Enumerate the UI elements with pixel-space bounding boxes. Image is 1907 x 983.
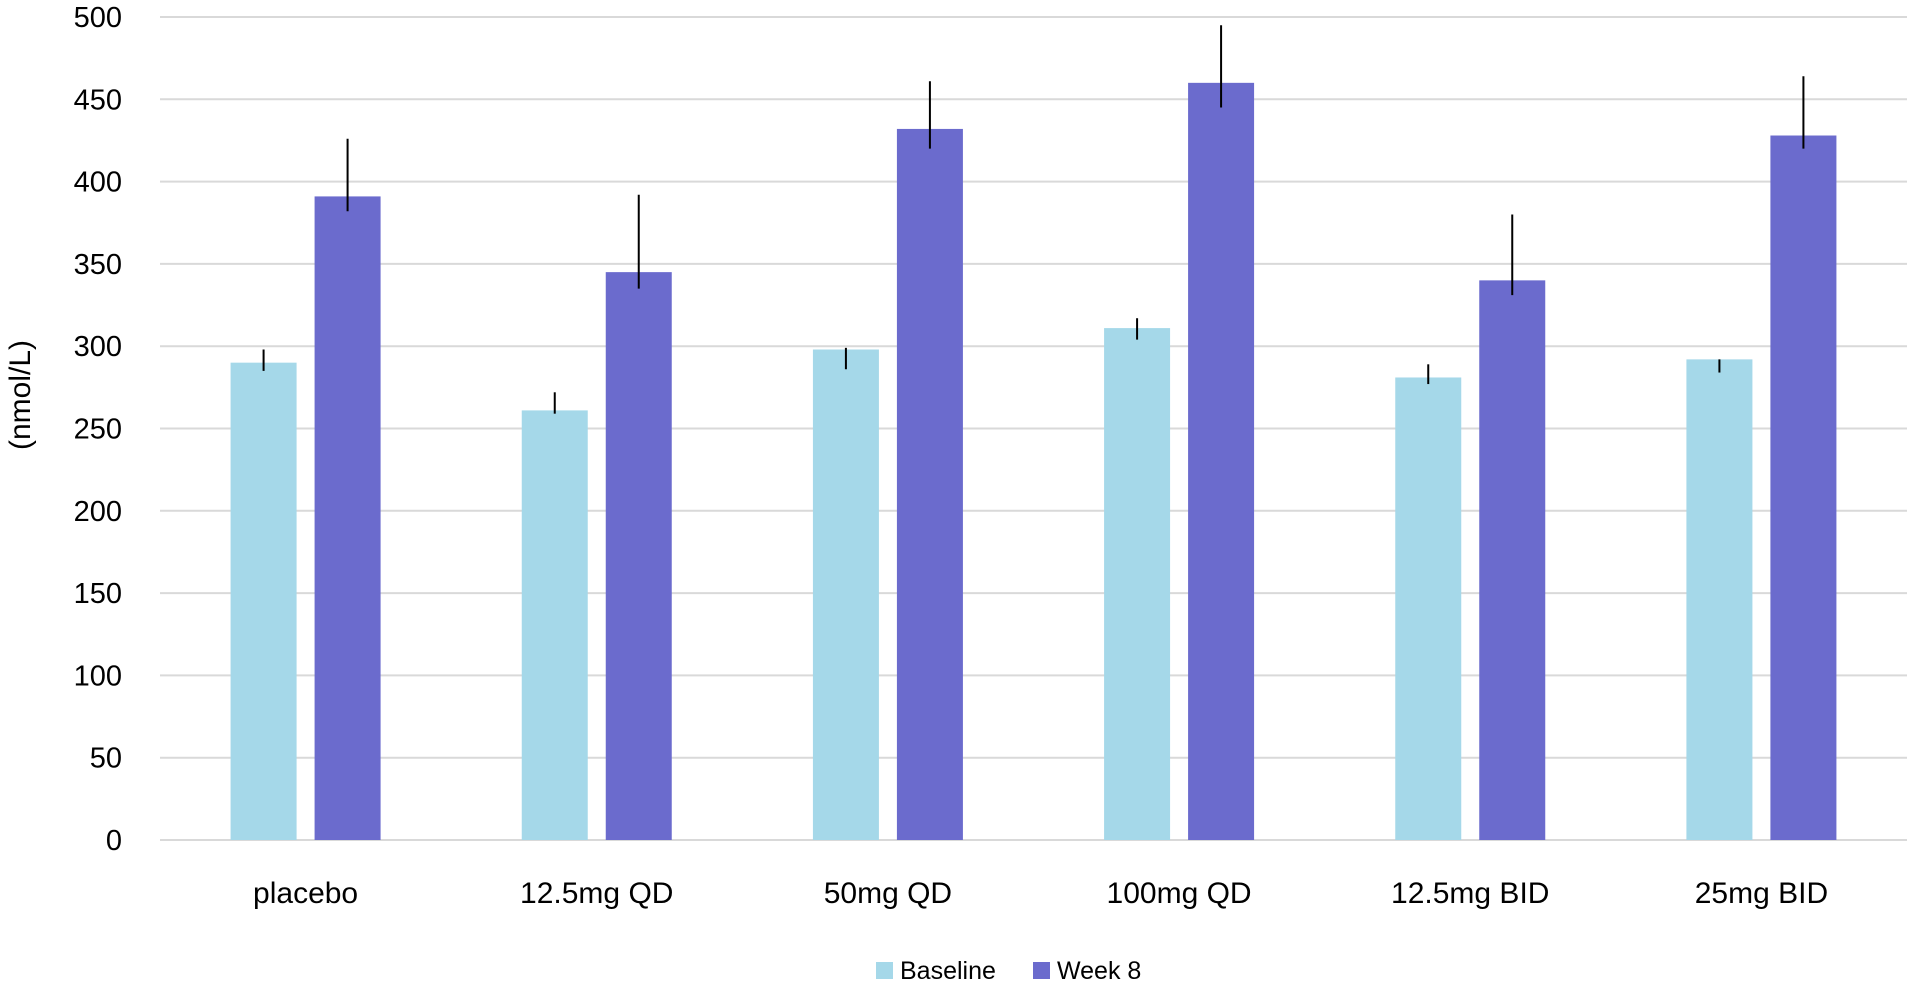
legend-label: Week 8 bbox=[1057, 957, 1141, 983]
x-axis-labels: placebo 12.5mg QD 50mg QD 100mg QD 12.5mg BI… bbox=[253, 877, 1828, 910]
y-tick-label: 200 bbox=[74, 496, 122, 528]
y-tick-label: 0 bbox=[106, 825, 122, 857]
x-tick-label: placebo bbox=[253, 877, 358, 910]
legend-label: Baseline bbox=[900, 957, 996, 983]
y-tick-label: 250 bbox=[74, 414, 122, 446]
bar-baseline-4 bbox=[1395, 377, 1462, 840]
x-tick-label: 25mg BID bbox=[1695, 877, 1828, 910]
x-tick-label: 50mg QD bbox=[824, 877, 952, 910]
bar-week-8-0 bbox=[314, 196, 381, 840]
y-tick-label: 50 bbox=[90, 743, 122, 775]
error-bars bbox=[262, 25, 1805, 414]
legend-swatch-baseline bbox=[876, 962, 893, 979]
bar-baseline-1 bbox=[521, 410, 588, 840]
bars bbox=[230, 82, 1837, 841]
bar-week-8-3 bbox=[1188, 82, 1255, 841]
bar-baseline-3 bbox=[1104, 328, 1171, 840]
y-tick-label: 400 bbox=[74, 167, 122, 199]
bar-baseline-0 bbox=[230, 362, 297, 840]
legend: Baseline Week 8 bbox=[876, 957, 1141, 983]
y-tick-label: 450 bbox=[74, 84, 122, 116]
y-tick-label: 150 bbox=[74, 578, 122, 610]
y-axis-ticks: 0 50 100 150 200 250 300 350 400 450 500 bbox=[74, 2, 122, 857]
bar-week-8-5 bbox=[1770, 135, 1837, 841]
bar-baseline-2 bbox=[812, 349, 879, 840]
y-axis-title: (nmol/L) bbox=[4, 340, 37, 450]
legend-swatch-week-8 bbox=[1033, 962, 1050, 979]
gridlines bbox=[160, 16, 1907, 841]
x-tick-label: 12.5mg QD bbox=[520, 877, 673, 910]
bar-week-8-2 bbox=[896, 128, 963, 841]
x-tick-label: 100mg QD bbox=[1107, 877, 1252, 910]
y-tick-label: 350 bbox=[74, 249, 122, 281]
y-tick-label: 100 bbox=[74, 660, 122, 692]
x-tick-label: 12.5mg BID bbox=[1391, 877, 1549, 910]
y-tick-label: 500 bbox=[74, 2, 122, 34]
bar-baseline-5 bbox=[1686, 359, 1753, 840]
bar-week-8-1 bbox=[605, 272, 672, 840]
bar-week-8-4 bbox=[1479, 280, 1546, 840]
y-tick-label: 300 bbox=[74, 331, 122, 363]
